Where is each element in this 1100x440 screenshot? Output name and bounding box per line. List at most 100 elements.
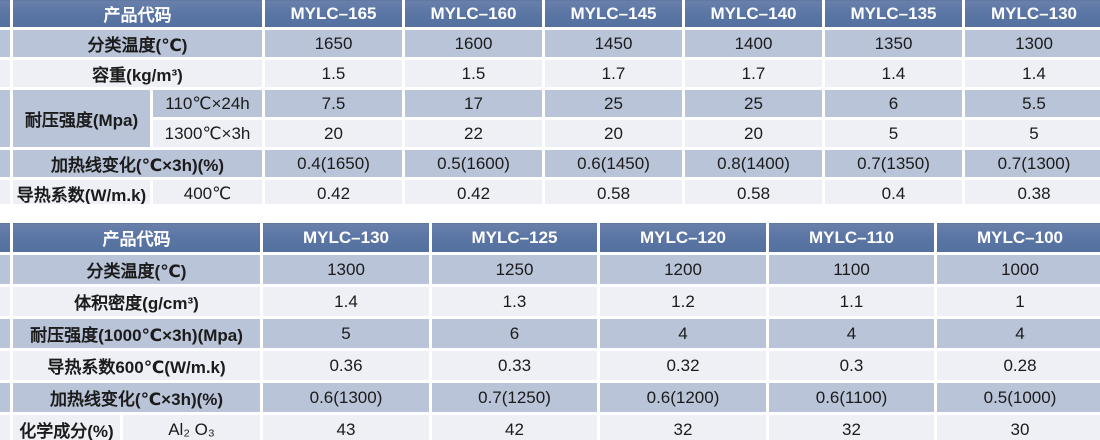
spec-table-2: 产品代码 MYLC–130 MYLC–125 MYLC–120 MYLC–110 MYLC… [0,223,1100,440]
row-label: 分类温度(℃) [10,27,265,60]
value-cell: 1200 [597,252,769,287]
value-cell: 32 [597,412,769,440]
value-cell: 0.4(1650) [262,147,405,180]
product-column-header: MYLC–125 [429,223,600,255]
table-row: 耐压强度(1000℃×3h)(Mpa) 5 6 4 4 4 [0,316,1100,351]
spec-table-2-body: 产品代码 MYLC–130 MYLC–125 MYLC–120 MYLC–110 MYLC… [0,223,1100,440]
value-cell: 5 [260,316,432,351]
product-column-header: MYLC–120 [597,223,769,255]
row-label: 体积密度(g/cm³) [10,284,263,319]
table-row: 化学成分(%) Al₂ O₃ 43 42 32 32 30 [0,412,1100,440]
table-row: 加热线变化(℃×3h)(%) 0.6(1300) 0.7(1250) 0.6(1200… [0,380,1100,415]
value-cell: 1.4 [260,284,432,319]
row-label: 加热线变化(℃×3h)(%) [10,147,265,180]
row-sublabel: 400℃ [150,177,265,204]
value-cell: 1.7 [682,57,825,90]
value-cell: 0.58 [682,177,825,204]
value-cell: 1.5 [262,57,405,90]
value-cell: 0.7(1300) [962,147,1100,180]
value-cell: 1100 [766,252,937,287]
value-cell: 43 [260,412,432,440]
value-cell: 1 [934,284,1100,319]
value-cell: 0.5(1000) [934,380,1100,415]
row-label: 化学成分(%) [10,412,123,440]
table-row: 分类温度(℃) 1300 1250 1200 1100 1000 [0,252,1100,287]
product-column-header: MYLC–140 [682,0,825,30]
value-cell: 0.6(1200) [597,380,769,415]
value-cell: 1.4 [822,57,965,90]
row-edge-sliver [0,177,13,204]
value-cell: 5.5 [962,87,1100,120]
value-cell: 22 [402,117,545,150]
value-cell: 20 [262,117,405,150]
value-cell: 1.2 [597,284,769,319]
spec-table-1-wrapper: 产品代码 MYLC–165 MYLC–160 MYLC–145 MYLC–140 MYLC… [0,0,1100,204]
row-edge-sliver [0,252,13,287]
value-cell: 0.7(1350) [822,147,965,180]
value-cell: 1000 [934,252,1100,287]
value-cell: 4 [934,316,1100,351]
row-label: 加热线变化(℃×3h)(%) [10,380,263,415]
value-cell: 20 [682,117,825,150]
value-cell: 7.5 [262,87,405,120]
table-row: 容重(kg/m³) 1.5 1.5 1.7 1.7 1.4 1.4 [0,57,1100,90]
value-cell: 0.4 [822,177,965,204]
value-cell: 17 [402,87,545,120]
product-column-header: MYLC–165 [262,0,405,30]
value-cell: 1400 [682,27,825,60]
row-edge-sliver [0,348,13,383]
value-cell: 1350 [822,27,965,60]
row-sublabel: 1300℃×3h [150,117,265,150]
row-sublabel: 110℃×24h [150,87,265,120]
value-cell: 5 [962,117,1100,150]
value-cell: 0.6(1450) [542,147,685,180]
row-label: 导热系数(W/m.k) [10,177,153,204]
value-cell: 0.5(1600) [402,147,545,180]
value-cell: 0.33 [429,348,600,383]
product-code-header: 产品代码 [10,223,263,255]
value-cell: 0.8(1400) [682,147,825,180]
row-label: 导热系数600℃(W/m.k) [10,348,263,383]
value-cell: 1300 [260,252,432,287]
row-edge-sliver [0,284,13,319]
value-cell: 0.36 [260,348,432,383]
header-corner-sliver [0,223,13,255]
value-cell: 25 [542,87,685,120]
value-cell: 6 [822,87,965,120]
value-cell: 1650 [262,27,405,60]
spec-table-1-body: 产品代码 MYLC–165 MYLC–160 MYLC–145 MYLC–140 MYLC… [0,0,1100,204]
value-cell: 1.7 [542,57,685,90]
value-cell: 1600 [402,27,545,60]
value-cell: 32 [766,412,937,440]
table-row: 分类温度(℃) 1650 1600 1450 1400 1350 1300 [0,27,1100,60]
value-cell: 4 [597,316,769,351]
row-edge-sliver [0,57,13,90]
product-column-header: MYLC–135 [822,0,965,30]
value-cell: 0.58 [542,177,685,204]
table-gap [0,204,1100,223]
value-cell: 1.4 [962,57,1100,90]
value-cell: 4 [766,316,937,351]
row-edge-sliver [0,87,13,150]
table-row: 耐压强度(Mpa) 110℃×24h 7.5 17 25 25 6 5.5 [0,87,1100,150]
row-edge-sliver [0,27,13,60]
value-cell: 6 [429,316,600,351]
value-cell: 0.6(1100) [766,380,937,415]
row-edge-sliver [0,147,13,180]
row-edge-sliver [0,412,13,440]
value-cell: 20 [542,117,685,150]
table-row: 1300℃×3h 20 22 20 20 5 5 [0,117,1100,150]
header-row: 产品代码 MYLC–130 MYLC–125 MYLC–120 MYLC–110 MYLC… [0,223,1100,255]
header-row: 产品代码 MYLC–165 MYLC–160 MYLC–145 MYLC–140 MYLC… [0,0,1100,30]
product-column-header: MYLC–100 [934,223,1100,255]
row-label: 耐压强度(1000℃×3h)(Mpa) [10,316,263,351]
value-cell: 1250 [429,252,600,287]
value-cell: 0.28 [934,348,1100,383]
value-cell: 5 [822,117,965,150]
value-cell: 0.32 [597,348,769,383]
value-cell: 25 [682,87,825,120]
row-edge-sliver [0,380,13,415]
table-row: 加热线变化(℃×3h)(%) 0.4(1650) 0.5(1600) 0.6(1450… [0,147,1100,180]
spec-table-1: 产品代码 MYLC–165 MYLC–160 MYLC–145 MYLC–140 MYLC… [0,0,1100,204]
product-column-header: MYLC–145 [542,0,685,30]
